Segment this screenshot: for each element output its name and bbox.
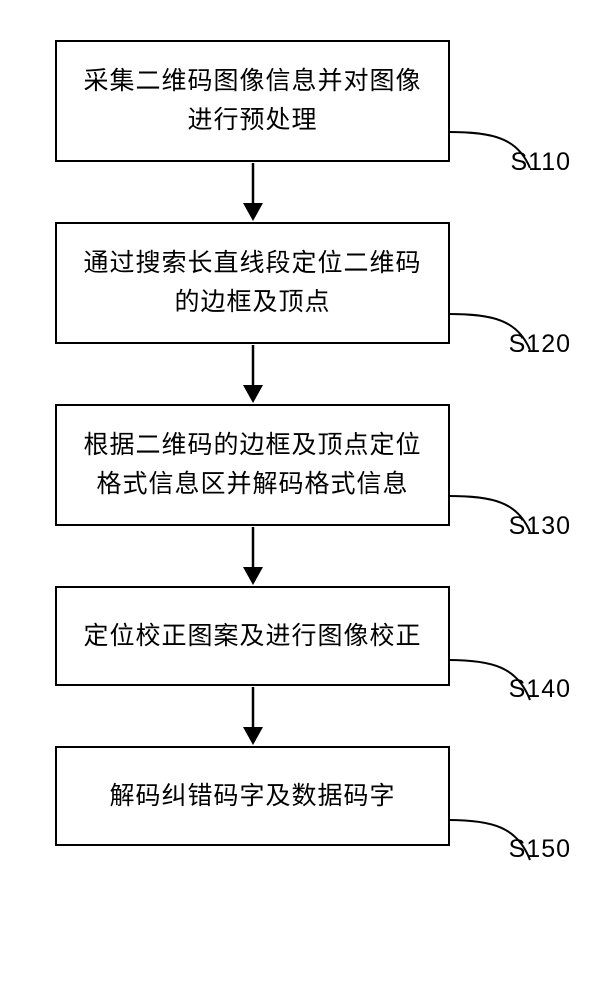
step-box-1: 采集二维码图像信息并对图像进行预处理 [55,40,450,162]
step-text-5: 解码纠错码字及数据码字 [109,777,395,816]
arrow-2 [55,344,450,404]
flowchart-container: 采集二维码图像信息并对图像进行预处理 S110 通过搜索长直线段定位二维码的边框… [55,40,555,846]
connector-5 [448,810,568,940]
step-label-5: S150 [509,835,571,864]
step-box-4: 定位校正图案及进行图像校正 [55,586,450,686]
step-2: 通过搜索长直线段定位二维码的边框及顶点 S120 [55,222,555,344]
arrow-3 [55,526,450,586]
step-box-3: 根据二维码的边框及顶点定位格式信息区并解码格式信息 [55,404,450,526]
arrow-icon [238,163,268,221]
step-label-1: S110 [510,148,571,177]
step-text-3: 根据二维码的边框及顶点定位格式信息区并解码格式信息 [79,426,426,504]
arrow-icon [238,687,268,745]
arrow-icon [238,345,268,403]
step-4: 定位校正图案及进行图像校正 S140 [55,586,555,686]
step-3: 根据二维码的边框及顶点定位格式信息区并解码格式信息 S130 [55,404,555,526]
arrow-4 [55,686,450,746]
step-box-2: 通过搜索长直线段定位二维码的边框及顶点 [55,222,450,344]
step-label-2: S120 [509,330,571,359]
step-box-5: 解码纠错码字及数据码字 [55,746,450,846]
arrow-icon [238,527,268,585]
step-1: 采集二维码图像信息并对图像进行预处理 S110 [55,40,555,162]
step-label-3: S130 [509,512,571,541]
step-label-4: S140 [509,675,571,704]
step-text-2: 通过搜索长直线段定位二维码的边框及顶点 [79,244,426,322]
step-5: 解码纠错码字及数据码字 S150 [55,746,555,846]
arrow-1 [55,162,450,222]
step-text-1: 采集二维码图像信息并对图像进行预处理 [79,62,426,140]
step-text-4: 定位校正图案及进行图像校正 [83,617,421,656]
